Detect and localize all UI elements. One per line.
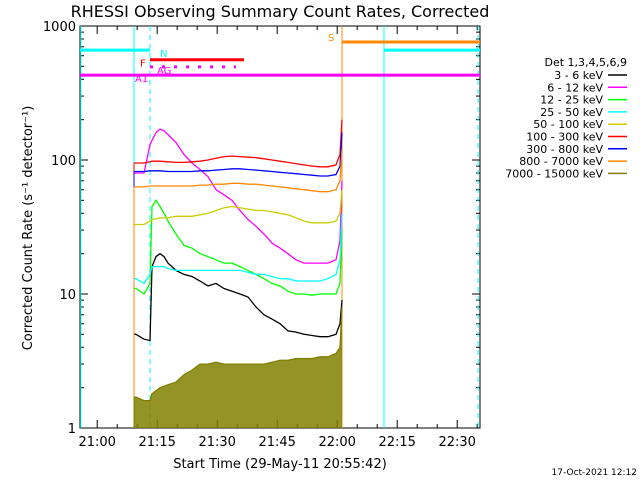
y-tick-label: 1000: [43, 20, 76, 35]
x-tick-label: 21:00: [78, 435, 115, 450]
series-line-5: [134, 119, 343, 168]
legend-label: 3 - 6 keV: [554, 69, 603, 82]
x-tick-label: 21:15: [138, 435, 175, 450]
legend-label: 7000 - 15000 keV: [505, 167, 603, 180]
y-axis-label: Corrected Count Rate (s⁻¹ detector⁻¹): [21, 106, 36, 351]
series-line-2: [134, 199, 343, 296]
flag-label-n: N: [160, 49, 167, 60]
series-line-6: [134, 132, 343, 177]
legend-label: 6 - 12 keV: [547, 81, 603, 94]
series-area-7000-15000-kev: [134, 307, 342, 428]
y-axis-label-group: Corrected Count Rate (s⁻¹ detector⁻¹): [21, 106, 36, 351]
legend-label: 300 - 800 keV: [526, 143, 603, 156]
x-tick-label: 22:00: [318, 435, 355, 450]
flag-label-f: F: [140, 59, 146, 70]
x-tick-label: 21:45: [258, 435, 295, 450]
x-axis-label: Start Time (29-May-11 20:55:42): [173, 457, 387, 472]
flag-label-ag: AG: [157, 66, 171, 77]
series-line-3: [134, 213, 343, 285]
series-line-7: [134, 149, 343, 193]
series-line-0: [134, 252, 343, 342]
legend-label: 100 - 300 keV: [526, 131, 603, 144]
legend-label: 25 - 50 keV: [540, 106, 603, 119]
series-line-1: [134, 128, 343, 264]
legend-label: 12 - 25 keV: [540, 94, 603, 107]
legend-label: 800 - 7000 keV: [519, 155, 603, 168]
flag-label-a1: A1: [135, 74, 148, 85]
chart-title: RHESSI Observing Summary Count Rates, Co…: [71, 2, 490, 21]
series-line-4: [134, 189, 343, 226]
plot-area: 1 10 100 1000 21:00 21:15 21:30 21:45 22:00 22:15…: [43, 20, 481, 450]
x-tick-label: 22:30: [438, 435, 475, 450]
y-tick-label: 10: [59, 288, 76, 303]
legend-title: Det 1,3,4,5,6,9: [544, 56, 627, 69]
legend-label: 50 - 100 keV: [533, 118, 603, 131]
series-line-8: [134, 306, 343, 402]
y-tick-label: 100: [51, 154, 76, 169]
y-tick-label: 1: [68, 422, 76, 437]
footer-timestamp: 17-Oct-2021 12:12: [552, 468, 637, 478]
flag-label-s: S: [328, 33, 334, 44]
x-tick-label: 22:15: [378, 435, 415, 450]
x-tick-label: 21:30: [198, 435, 235, 450]
